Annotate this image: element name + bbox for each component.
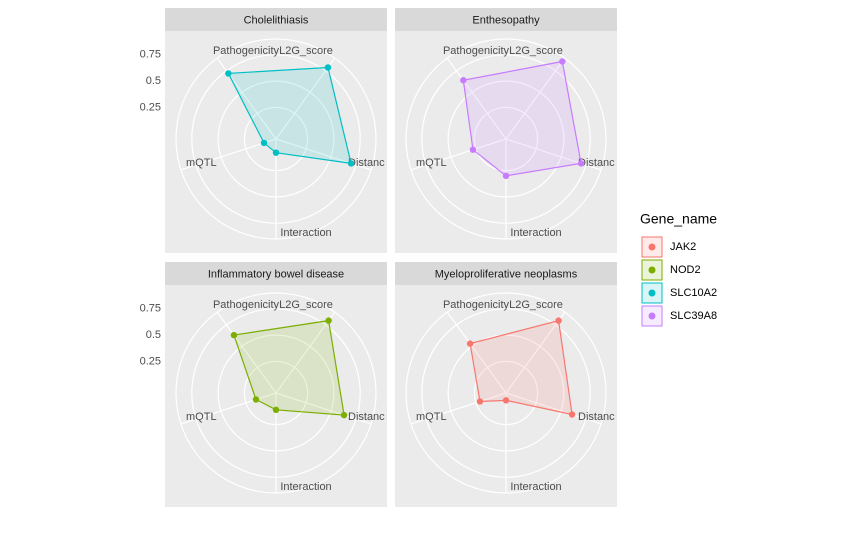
axis-label: L2G_score (279, 45, 333, 57)
axis-label: Interaction (510, 481, 561, 493)
point (460, 77, 467, 84)
axis-label: L2G_score (509, 45, 563, 57)
legend-label: JAK2 (670, 241, 696, 253)
legend-dot (648, 289, 656, 297)
axis-spoke (216, 311, 277, 394)
point (225, 70, 232, 77)
axis-label: Pathogenicity (443, 45, 510, 57)
strip (165, 8, 387, 31)
legend-label: NOD2 (670, 264, 701, 276)
axis-spoke (410, 138, 507, 171)
axis-spoke (505, 311, 566, 394)
axis-spoke (505, 57, 566, 140)
axis-spoke (410, 392, 507, 425)
point (272, 149, 280, 156)
strip-title: Enthesopathy (472, 14, 540, 26)
y-tick-label: 0.5 (146, 329, 161, 341)
point (466, 340, 474, 347)
axis-spoke (505, 138, 602, 171)
axis-spoke (275, 138, 372, 171)
axis-spoke (180, 392, 277, 425)
legend-dot (648, 312, 656, 320)
point (469, 146, 477, 153)
legend-label: SLC10A2 (670, 287, 717, 299)
axis-spoke (275, 311, 336, 394)
strip (165, 262, 387, 285)
axis-label: Pathogenicity (443, 299, 510, 311)
axis-label: mQTL (416, 411, 447, 423)
legend-label: SLC39A8 (670, 310, 717, 322)
point (476, 398, 484, 405)
series-area (233, 319, 345, 416)
axis-label: mQTL (186, 411, 217, 423)
y-tick-label: 0.25 (140, 355, 161, 367)
series-area (469, 319, 573, 416)
point (230, 331, 238, 339)
strip (395, 262, 617, 285)
axis-spoke (505, 392, 602, 425)
point (340, 411, 348, 419)
axis-spoke (275, 392, 372, 425)
point (325, 317, 332, 324)
legend-dot (648, 243, 656, 251)
axis-spoke (446, 311, 507, 394)
point (568, 411, 576, 418)
axis-spoke (446, 57, 507, 140)
axis-label: Distanc (348, 411, 385, 423)
point (555, 317, 562, 324)
axis-label: Interaction (280, 481, 331, 493)
point (559, 58, 566, 65)
y-tick-label: 0.25 (140, 101, 161, 113)
strip-title: Myeloproliferative neoplasms (435, 268, 578, 280)
axis-label: L2G_score (279, 299, 333, 311)
axis-spoke (275, 57, 336, 140)
legend-title: Gene_name (640, 211, 717, 227)
point (260, 139, 268, 147)
axis-spoke (180, 138, 277, 171)
point (272, 406, 280, 414)
point (347, 160, 355, 167)
legend-dot (648, 266, 656, 274)
y-tick-label: 0.75 (140, 303, 161, 315)
series-area (462, 60, 582, 177)
point (502, 397, 510, 404)
axis-label: Interaction (280, 227, 331, 239)
axis-label: Interaction (510, 227, 561, 239)
point (502, 172, 510, 180)
series-area (227, 66, 352, 165)
strip-title: Inflammatory bowel disease (208, 268, 344, 280)
y-tick-label: 0.5 (146, 75, 161, 87)
axis-label: Distanc (348, 157, 385, 169)
axis-label: Pathogenicity (213, 45, 280, 57)
axis-label: mQTL (186, 157, 217, 169)
strip-title: Cholelithiasis (244, 14, 309, 26)
point (324, 64, 332, 71)
y-tick-label: 0.75 (140, 49, 161, 61)
axis-label: mQTL (416, 157, 447, 169)
axis-label: L2G_score (509, 299, 563, 311)
point (252, 396, 260, 403)
axis-label: Pathogenicity (213, 299, 280, 311)
axis-label: Distanc (578, 411, 615, 423)
axis-label: Distanc (578, 157, 615, 169)
strip (395, 8, 617, 31)
point (577, 160, 585, 167)
